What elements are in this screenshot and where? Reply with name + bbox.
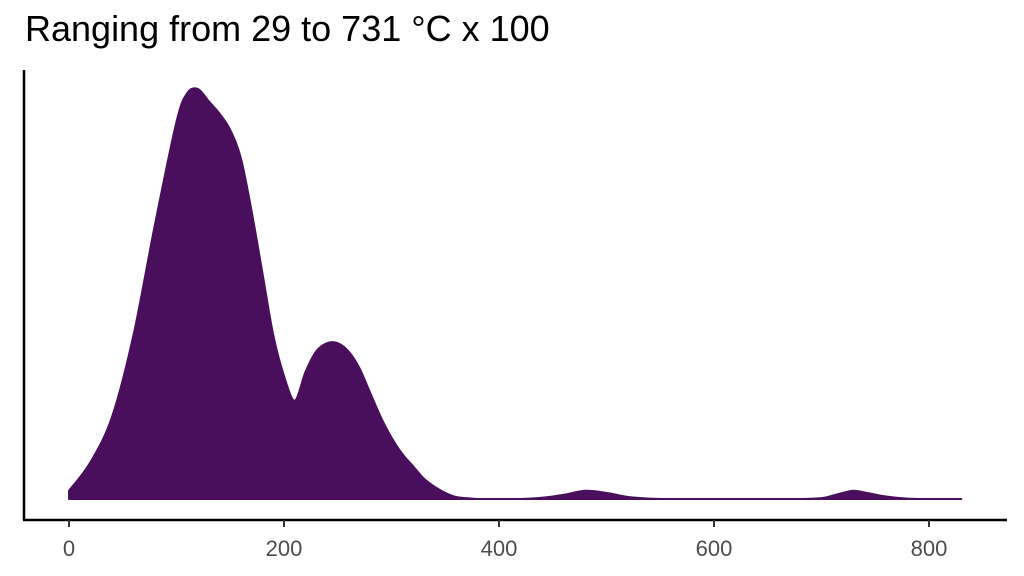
plot-area <box>68 87 963 500</box>
x-tick-label: 0 <box>63 536 75 561</box>
x-tick-label: 200 <box>266 536 303 561</box>
density-area <box>68 87 963 500</box>
x-tick-label: 600 <box>696 536 733 561</box>
x-axis-ticks: 0 200 400 600 800 <box>63 520 947 561</box>
chart-title: Ranging from 29 to 731 °C x 100 <box>25 8 550 49</box>
x-tick-label: 400 <box>481 536 518 561</box>
x-tick-label: 800 <box>911 536 948 561</box>
